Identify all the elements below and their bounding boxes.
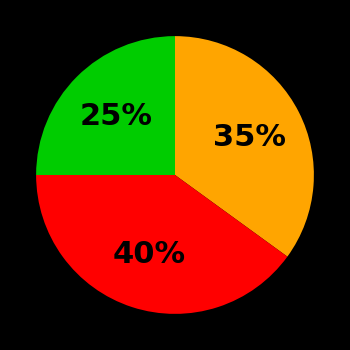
Text: 35%: 35% bbox=[213, 122, 286, 152]
Text: 25%: 25% bbox=[79, 102, 153, 131]
Text: 40%: 40% bbox=[113, 240, 186, 269]
Wedge shape bbox=[36, 175, 287, 314]
Wedge shape bbox=[175, 36, 314, 257]
Wedge shape bbox=[36, 36, 175, 175]
